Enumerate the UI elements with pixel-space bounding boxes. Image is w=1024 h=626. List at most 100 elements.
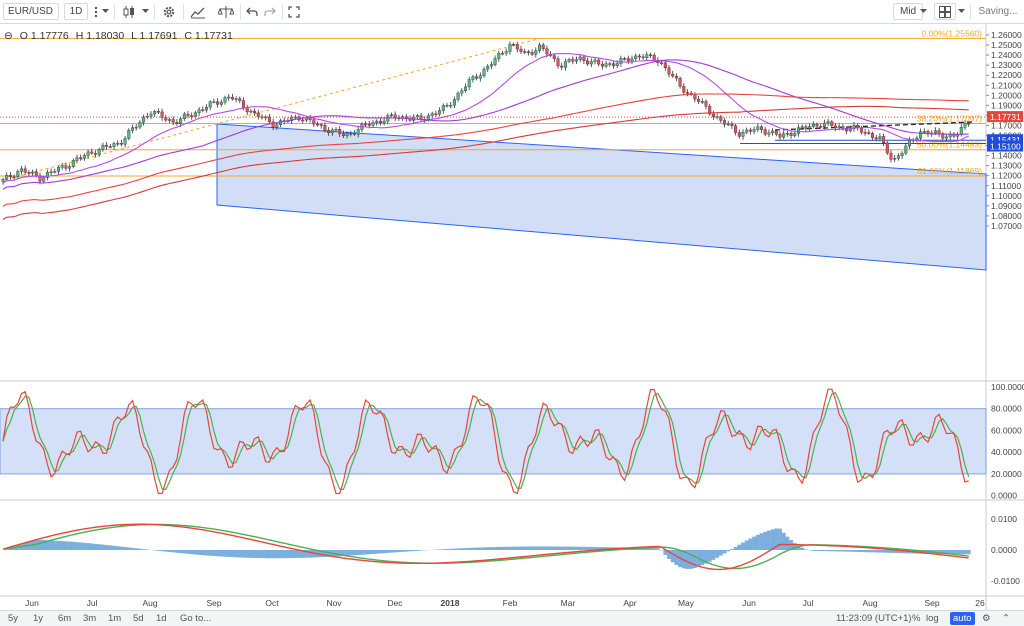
range-5d[interactable]: 5d — [133, 613, 144, 624]
layout-grid-icon[interactable] — [934, 3, 956, 20]
macd-bar — [208, 550, 213, 556]
macd-bar — [348, 550, 353, 556]
support-tag-2 — [987, 140, 1023, 152]
macd-bar — [415, 550, 420, 551]
candle-body — [893, 158, 897, 160]
candle-body — [515, 44, 519, 50]
macd-bar — [792, 543, 797, 550]
macd-bar — [556, 546, 560, 550]
macd-bar — [582, 546, 586, 550]
price-tick-label: 1.11000 — [991, 181, 1021, 191]
collapse-icon[interactable]: ⌃ — [1002, 613, 1010, 624]
interval-button[interactable]: 1D — [64, 3, 88, 20]
time-tick-label: Sep — [924, 598, 939, 608]
price-tick-label: 1.23000 — [991, 60, 1022, 70]
macd-bar — [767, 530, 771, 550]
candle-body — [723, 120, 727, 125]
candle-body — [364, 123, 368, 126]
macd-bar — [441, 549, 446, 550]
candle-body — [356, 129, 360, 135]
macd-tick-label: 0.0100 — [991, 514, 1017, 524]
candle-body — [82, 155, 86, 159]
candle-body — [575, 59, 579, 62]
indicators-icon[interactable] — [186, 3, 210, 20]
more-intervals-icon[interactable] — [90, 3, 102, 20]
chart-canvas[interactable]: 0.00%(1.25560) 38.20%(1.17097) 50.00%(1.14… — [0, 24, 1024, 610]
symbol-search[interactable]: EUR/USD — [3, 3, 59, 20]
settings-gear-icon[interactable] — [158, 3, 180, 20]
price-type-chevron-icon[interactable] — [918, 3, 928, 20]
macd-bar — [226, 550, 231, 557]
macd-tick-label: -0.0100 — [991, 576, 1020, 586]
range-1m[interactable]: 1m — [108, 613, 122, 624]
percent-toggle[interactable]: % — [912, 613, 921, 624]
candle-body — [697, 98, 701, 102]
macd-bar — [215, 550, 220, 557]
candle-body — [353, 133, 357, 135]
macd-bar — [200, 550, 205, 556]
legend-toggle-icon[interactable]: ⊖ — [4, 30, 13, 42]
candle-body — [645, 54, 649, 59]
goto-date-button[interactable]: Go to... — [180, 613, 212, 624]
candle-body — [915, 137, 919, 141]
range-1y[interactable]: 1y — [33, 613, 44, 624]
macd-bar — [878, 550, 882, 553]
macd-bar — [86, 543, 90, 550]
candle-body — [378, 120, 382, 124]
range-6m[interactable]: 6m — [58, 613, 72, 624]
time-tick-label: Sep — [206, 598, 221, 608]
candle-body — [863, 131, 867, 134]
macd-bar — [278, 550, 283, 559]
macd-bar — [186, 550, 190, 554]
stochastic-band — [0, 408, 987, 475]
price-tick-label: 1.17000 — [991, 120, 1022, 130]
macd-bar — [60, 541, 65, 550]
time-tick-label: Aug — [142, 598, 157, 608]
macd-bar — [511, 546, 516, 550]
chart-settings-gear-icon[interactable]: ⚙ — [982, 613, 991, 624]
candle-body — [127, 130, 131, 139]
candle-body — [427, 115, 431, 121]
chevron-down-icon[interactable] — [100, 3, 110, 20]
candle-body — [34, 171, 38, 176]
candle-body — [597, 59, 601, 65]
fullscreen-icon[interactable] — [284, 3, 304, 20]
macd-bar — [667, 550, 671, 559]
candle-body — [667, 67, 671, 75]
macd-bar — [530, 546, 534, 550]
candle-body — [800, 126, 804, 128]
candle-body — [789, 133, 793, 136]
macd-bar — [297, 550, 301, 558]
candle-body — [116, 143, 120, 145]
range-5y[interactable]: 5y — [8, 613, 19, 624]
macd-bar — [730, 549, 734, 550]
candle-body — [382, 120, 386, 124]
layout-chevron-icon[interactable] — [956, 3, 966, 20]
undo-icon[interactable] — [243, 3, 261, 20]
candles-style-icon[interactable] — [118, 3, 140, 20]
chart-style-chevron-icon[interactable] — [140, 3, 150, 20]
candle-body — [785, 133, 789, 135]
macd-histogram — [4, 528, 971, 569]
macd-bar — [52, 540, 57, 550]
macd-bar — [71, 541, 76, 550]
macd-bar — [241, 550, 246, 558]
candle-body — [652, 54, 656, 61]
candle-body — [253, 110, 257, 114]
auto-toggle[interactable]: auto — [950, 612, 975, 625]
macd-bar — [300, 550, 305, 558]
redo-icon[interactable] — [261, 3, 279, 20]
range-3m[interactable]: 3m — [83, 613, 97, 624]
candle-body — [834, 125, 838, 129]
range-1d[interactable]: 1d — [156, 613, 167, 624]
compare-scales-icon[interactable] — [214, 3, 238, 20]
macd-bar — [89, 543, 94, 550]
log-toggle[interactable]: log — [926, 613, 939, 624]
macd-bar — [260, 550, 264, 559]
macd-tick-label: 0.0000 — [991, 545, 1017, 555]
candle-body — [708, 106, 712, 115]
macd-bar — [545, 546, 549, 550]
price-type-select[interactable]: Mid — [893, 3, 923, 20]
candle-body — [959, 126, 963, 135]
candle-body — [223, 97, 227, 103]
